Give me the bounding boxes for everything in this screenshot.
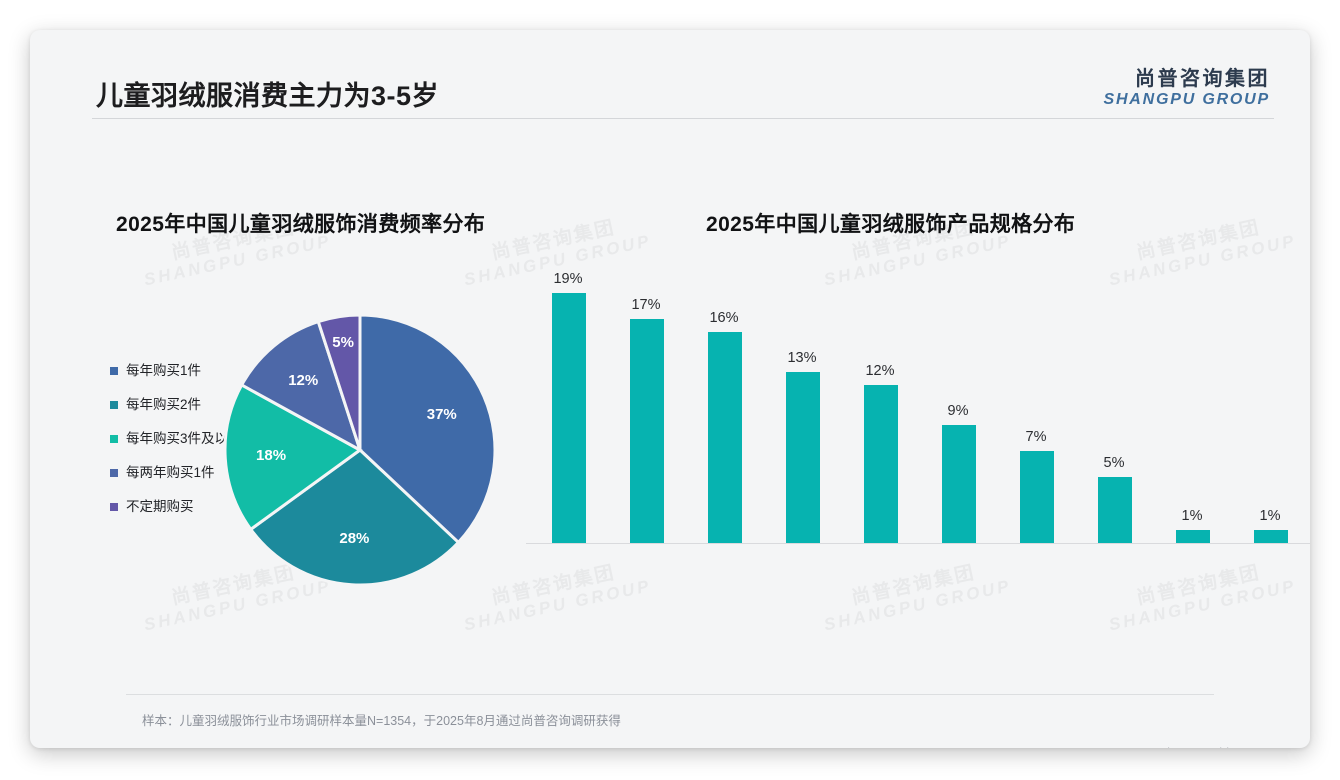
logo-text-en: SHANGPU GROUP [1103,91,1270,108]
bar-value-label: 5% [1103,455,1125,472]
bar-chart-title: 2025年中国儿童羽绒服饰产品规格分布 [706,213,1076,236]
legend-swatch-icon [110,469,118,477]
bar-value-label: 13% [787,349,817,366]
bar-value-label: 1% [1259,507,1281,524]
pie-slice[interactable] [316,313,362,451]
slide-header: 儿童羽绒服消费主力为3-5岁 尚普咨询集团 SHANGPU GROUP [30,30,1310,126]
pie-slice[interactable] [223,382,363,532]
pie-legend-label: 不定期购买 [126,499,194,514]
pie-legend-label: 每两年购买1件 [126,465,215,480]
legend-swatch-icon [110,401,118,409]
bar-rect[interactable] [552,293,586,543]
bar-rect[interactable] [942,424,976,543]
bar-value-label: 17% [631,297,661,314]
header-divider [92,118,1274,119]
bar-rect[interactable] [1098,477,1132,543]
source-note: 样本：儿童羽绒服饰行业市场调研样本量N=1354，于2025年8月通过尚普咨询调… [142,714,621,728]
bar-value-label: 16% [709,310,739,327]
pie-legend: 每年购买1件 每年购买2件每年购买3件及以上 每两年购买1件 不定期购买 [110,362,285,532]
bar-chart-axis-line [526,543,1310,544]
footer-website[interactable]: www.shangpu-china.com [1131,746,1270,748]
footer-copyright: ©2025.10 SHANGPU GROUP [96,746,265,748]
brand-logo: 尚普咨询集团 SHANGPU GROUP [1103,68,1270,109]
bar-rect[interactable] [864,385,898,543]
pie-legend-label: 每年购买1件 [126,363,202,378]
bar-chart-panel: 19%100-110cm...17%90-100cm...16%110-120c… [510,260,1310,660]
pie-legend-item[interactable]: 每年购买1件 [110,362,285,396]
bar-value-label: 19% [553,271,583,287]
pie-slice-value: 5% [332,334,354,352]
bar-value-label: 1% [1181,507,1203,524]
pie-chart-svg [223,313,497,587]
bar-rect[interactable] [630,319,664,543]
page-title: 儿童羽绒服消费主力为3-5岁 [96,81,440,111]
pie-slice-value: 37% [426,405,457,423]
pie-legend-item[interactable]: 每两年购买1件 [110,464,285,498]
bar-value-label: 9% [947,402,969,419]
logo-text-cn: 尚普咨询集团 [1135,68,1270,90]
bar-rect[interactable] [1020,450,1054,543]
bar-rect[interactable] [708,332,742,543]
bar-value-label: 12% [865,363,895,380]
bar-value-label: 7% [1025,428,1047,445]
pie-legend-item[interactable]: 不定期购买 [110,498,285,532]
legend-swatch-icon [110,367,118,375]
pie-legend-item[interactable]: 每年购买2件 [110,396,285,430]
pie-slice-value: 18% [256,446,287,464]
legend-swatch-icon [110,503,118,511]
pie-legend-label: 每年购买2件 [126,397,202,412]
pie-slice[interactable] [239,319,363,454]
slide-canvas: 尚普咨询集团 SHANGPU GROUP 尚普咨询集团 SHANGPU GROUP 尚普… [30,30,1310,748]
source-divider [126,694,1214,695]
pie-slice-value: 28% [339,529,370,547]
pie-chart-panel: 每年购买1件 每年购买2件每年购买3件及以上 每两年购买1件 不定期购买 37% 28%… [90,240,690,640]
bar-rect[interactable] [1254,529,1288,543]
pie-legend-item[interactable]: 每年购买3件及以上 [110,430,285,464]
pie-slice-value: 12% [288,372,319,390]
bar-rect[interactable] [1176,529,1210,543]
legend-swatch-icon [110,435,118,443]
pie-chart-title: 2025年中国儿童羽绒服饰消费频率分布 [116,213,486,236]
pie-slice[interactable] [358,313,497,545]
bar-rect[interactable] [786,371,820,543]
pie-slice[interactable] [248,448,461,587]
pie-legend-label: 每年购买3件及以上 [126,431,242,446]
